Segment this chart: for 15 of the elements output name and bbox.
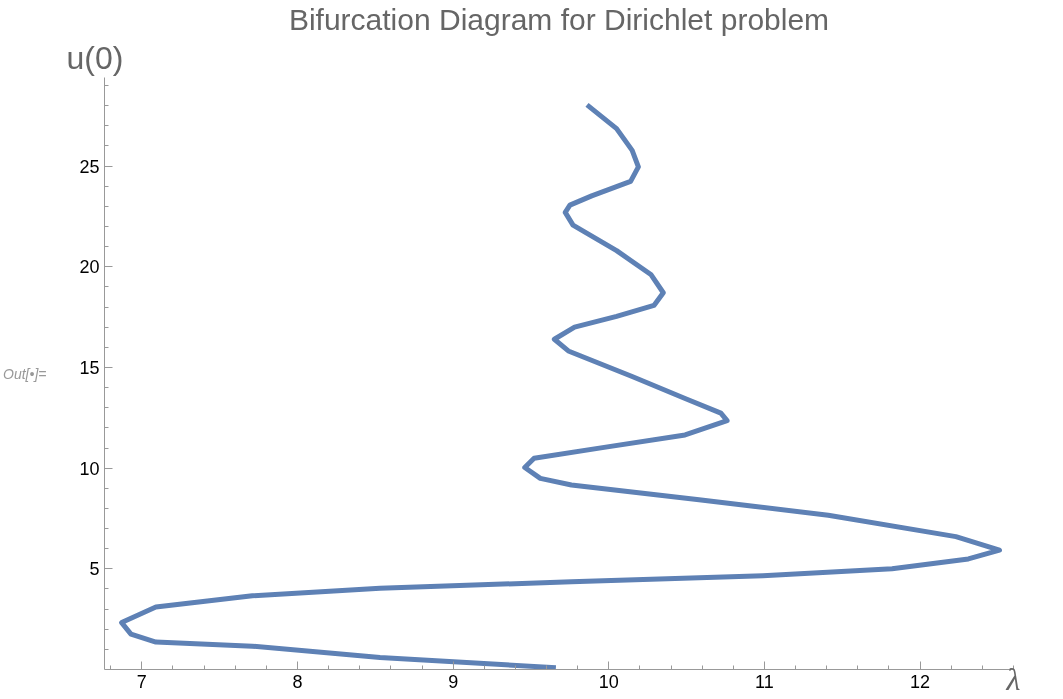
y-tick-label: 5	[89, 559, 100, 580]
y-axis-title: u(0)	[66, 39, 124, 76]
chart-title: Bifurcation Diagram for Dirichlet problem	[288, 2, 830, 36]
x-tick-label: 9	[448, 671, 459, 692]
text: Out[•]=	[3, 365, 47, 382]
y-tick-label: 25	[79, 156, 100, 177]
x-tick-label: 11	[755, 671, 774, 692]
x-tick-label: 8	[292, 671, 303, 692]
x-axis-title: λ	[1005, 660, 1021, 697]
x-tick-label: 10	[598, 671, 619, 692]
x-tick-label: 7	[136, 671, 147, 692]
y-tick-label: 20	[79, 257, 100, 278]
x-tick-label: 12	[910, 671, 931, 692]
y-tick-label: 10	[79, 458, 100, 479]
y-tick-label: 15	[79, 357, 100, 378]
